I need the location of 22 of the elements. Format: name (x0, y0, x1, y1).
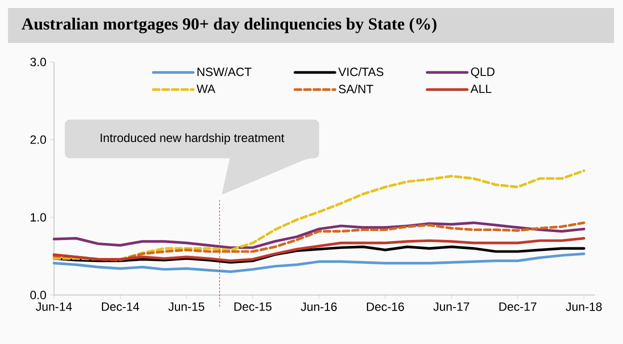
x-tick-label: Dec-16 (366, 302, 404, 311)
line-series (52, 221, 586, 249)
x-tick-label: Jun-15 (168, 302, 204, 311)
legend-label: NSW/ACT (198, 67, 252, 76)
y-tick-label: 0.0 (30, 290, 46, 300)
x-tick-label: Jun-16 (300, 302, 337, 311)
y-tick-label: 1.0 (30, 213, 46, 222)
annotation: Introduced new hardship treatment (100, 133, 284, 144)
x-tick-label: Jun-18 (566, 302, 602, 311)
x-tick-label: Dec-15 (234, 302, 272, 311)
legend-label: SA/NT (338, 84, 374, 94)
legend-label: VIC/TAS (338, 67, 384, 76)
x-tick-label: Dec-17 (499, 302, 536, 311)
x-tick-label: Dec-14 (102, 302, 140, 311)
chart-title: Australian mortgages 90+ day delinquencies by State (%) (22, 18, 436, 34)
legend-label: QLD (471, 68, 494, 78)
x-tick-label: Jun-14 (36, 302, 72, 311)
legend-label: WA (196, 84, 216, 93)
y-tick-label: 2.0 (30, 135, 46, 144)
x-tick-label: Jun-17 (433, 302, 470, 311)
y-tick-label: 3.0 (30, 58, 46, 66)
legend-label: ALL (470, 84, 492, 93)
